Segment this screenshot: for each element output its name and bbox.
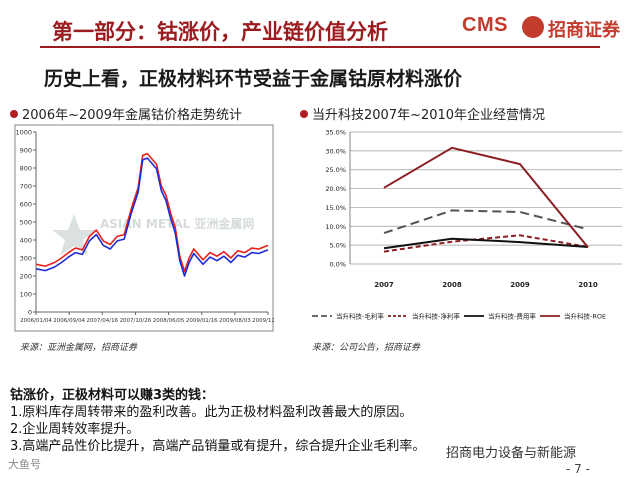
y-tick-label: 900 xyxy=(20,147,32,155)
y-tick-label: 200 xyxy=(20,273,32,281)
x-tick-label: 2007/04/16 xyxy=(86,318,118,324)
analysis-point-2: 2.企业周转效率提升。 xyxy=(10,422,140,437)
logo-cms-text: CMS xyxy=(462,14,508,36)
x-tick-label: 2008/06/05 xyxy=(153,318,185,324)
y-tick-label: 15.0% xyxy=(325,204,346,212)
bullet-icon xyxy=(10,110,18,118)
footer-account-name: 招商电力设备与新能源 xyxy=(446,446,577,461)
y-tick-label: 1000 xyxy=(15,129,32,137)
price-series-line-1 xyxy=(35,152,269,273)
watermark-text: ASIAN METAL 亚洲金属网 xyxy=(100,216,254,231)
footer-watermark: 大鱼号 xyxy=(8,458,41,471)
company-logo: CMS 招商证券 xyxy=(462,12,620,44)
y-tick-label: 600 xyxy=(20,201,32,209)
bullet-icon xyxy=(300,110,308,118)
cobalt-price-chart: 0 100 200 300 400 500 600 700 800 900 1000 2006/01/… xyxy=(14,124,274,332)
legend-label: 当升科技-ROE xyxy=(564,312,606,321)
series-line-3 xyxy=(383,237,589,250)
y-tick-label: 700 xyxy=(20,183,32,191)
y-tick-label: 10.0% xyxy=(325,223,346,231)
x-tick-label: 2009/08/03 xyxy=(219,318,251,324)
x-tick-label: 2009 xyxy=(510,281,530,289)
logo-badge-icon xyxy=(522,16,544,38)
x-tick-label: 2006/01/04 xyxy=(20,318,52,324)
y-tick-label: 400 xyxy=(20,237,32,245)
y-tick-label: 35.0% xyxy=(325,129,346,137)
y-tick-label: 300 xyxy=(20,255,32,263)
left-chart-heading-text: 2006年~2009年金属钴价格走势统计 xyxy=(22,108,243,123)
title-divider xyxy=(40,46,600,48)
page-subtitle: 历史上看，正极材料环节受益于金属钴原材料涨价 xyxy=(44,68,463,90)
series-line-4 xyxy=(383,146,589,249)
y-tick-label: 800 xyxy=(20,165,32,173)
right-chart-heading-text: 当升科技2007年~2010年企业经营情况 xyxy=(312,108,546,123)
legend-label: 当升科技-费用率 xyxy=(488,312,536,321)
series-line-2 xyxy=(383,234,589,253)
right-chart-source: 来源：公司公告，招商证券 xyxy=(312,343,421,353)
x-tick-label: 2010 xyxy=(578,281,598,289)
y-tick-label: 5.0% xyxy=(329,242,346,250)
left-chart-heading: 2006年~2009年金属钴价格走势统计 xyxy=(10,104,242,123)
price-series-line-2 xyxy=(35,157,269,277)
legend-label: 当升科技-净利率 xyxy=(412,312,460,321)
analysis-point-3: 3.高端产品性价比提升，高端产品销量或有提升，综合提升企业毛利率。 xyxy=(10,439,426,454)
logo-name-text: 招商证券 xyxy=(548,20,620,41)
y-tick-label: 20.0% xyxy=(325,185,346,193)
y-tick-label: 100 xyxy=(20,291,32,299)
y-tick-label: 500 xyxy=(20,219,32,227)
title-bar: 第一部分：钴涨价，产业链价值分析 CMS 招商证券 xyxy=(0,0,640,52)
right-chart-heading: 当升科技2007年~2010年企业经营情况 xyxy=(300,104,545,123)
company-performance-chart: 0.0% 5.0% 10.0% 15.0% 20.0% 25.0% 30.0% 35.0% 20… xyxy=(312,129,622,321)
legend-label: 当升科技-毛利率 xyxy=(336,312,384,321)
left-chart-source: 来源：亚洲金属网，招商证券 xyxy=(20,343,138,353)
series-line-1 xyxy=(383,209,589,235)
watermark: ASIAN METAL 亚洲金属网 xyxy=(52,214,254,256)
x-tick-label: 2009/12/28 xyxy=(252,318,274,324)
analysis-point-1: 1.原料库存周转带来的盈利改善。此为正极材料盈利改善最大的原因。 xyxy=(10,405,413,420)
x-tick-label: 2006/09/04 xyxy=(53,318,85,324)
x-tick-label: 2008 xyxy=(442,281,462,289)
x-tick-label: 2007 xyxy=(374,281,394,289)
y-tick-label: 0 xyxy=(28,309,32,317)
y-tick-label: 0.0% xyxy=(329,261,346,269)
page-title: 第一部分：钴涨价，产业链价值分析 xyxy=(52,20,388,44)
page-number: - 7 - xyxy=(566,462,590,476)
analysis-intro: 钴涨价，正极材料可以赚3类的钱： xyxy=(10,388,215,403)
x-tick-label: 2009/01/16 xyxy=(186,318,218,324)
y-tick-label: 25.0% xyxy=(325,166,346,174)
x-tick-label: 2007/10/26 xyxy=(120,318,152,324)
y-tick-label: 30.0% xyxy=(325,147,346,155)
